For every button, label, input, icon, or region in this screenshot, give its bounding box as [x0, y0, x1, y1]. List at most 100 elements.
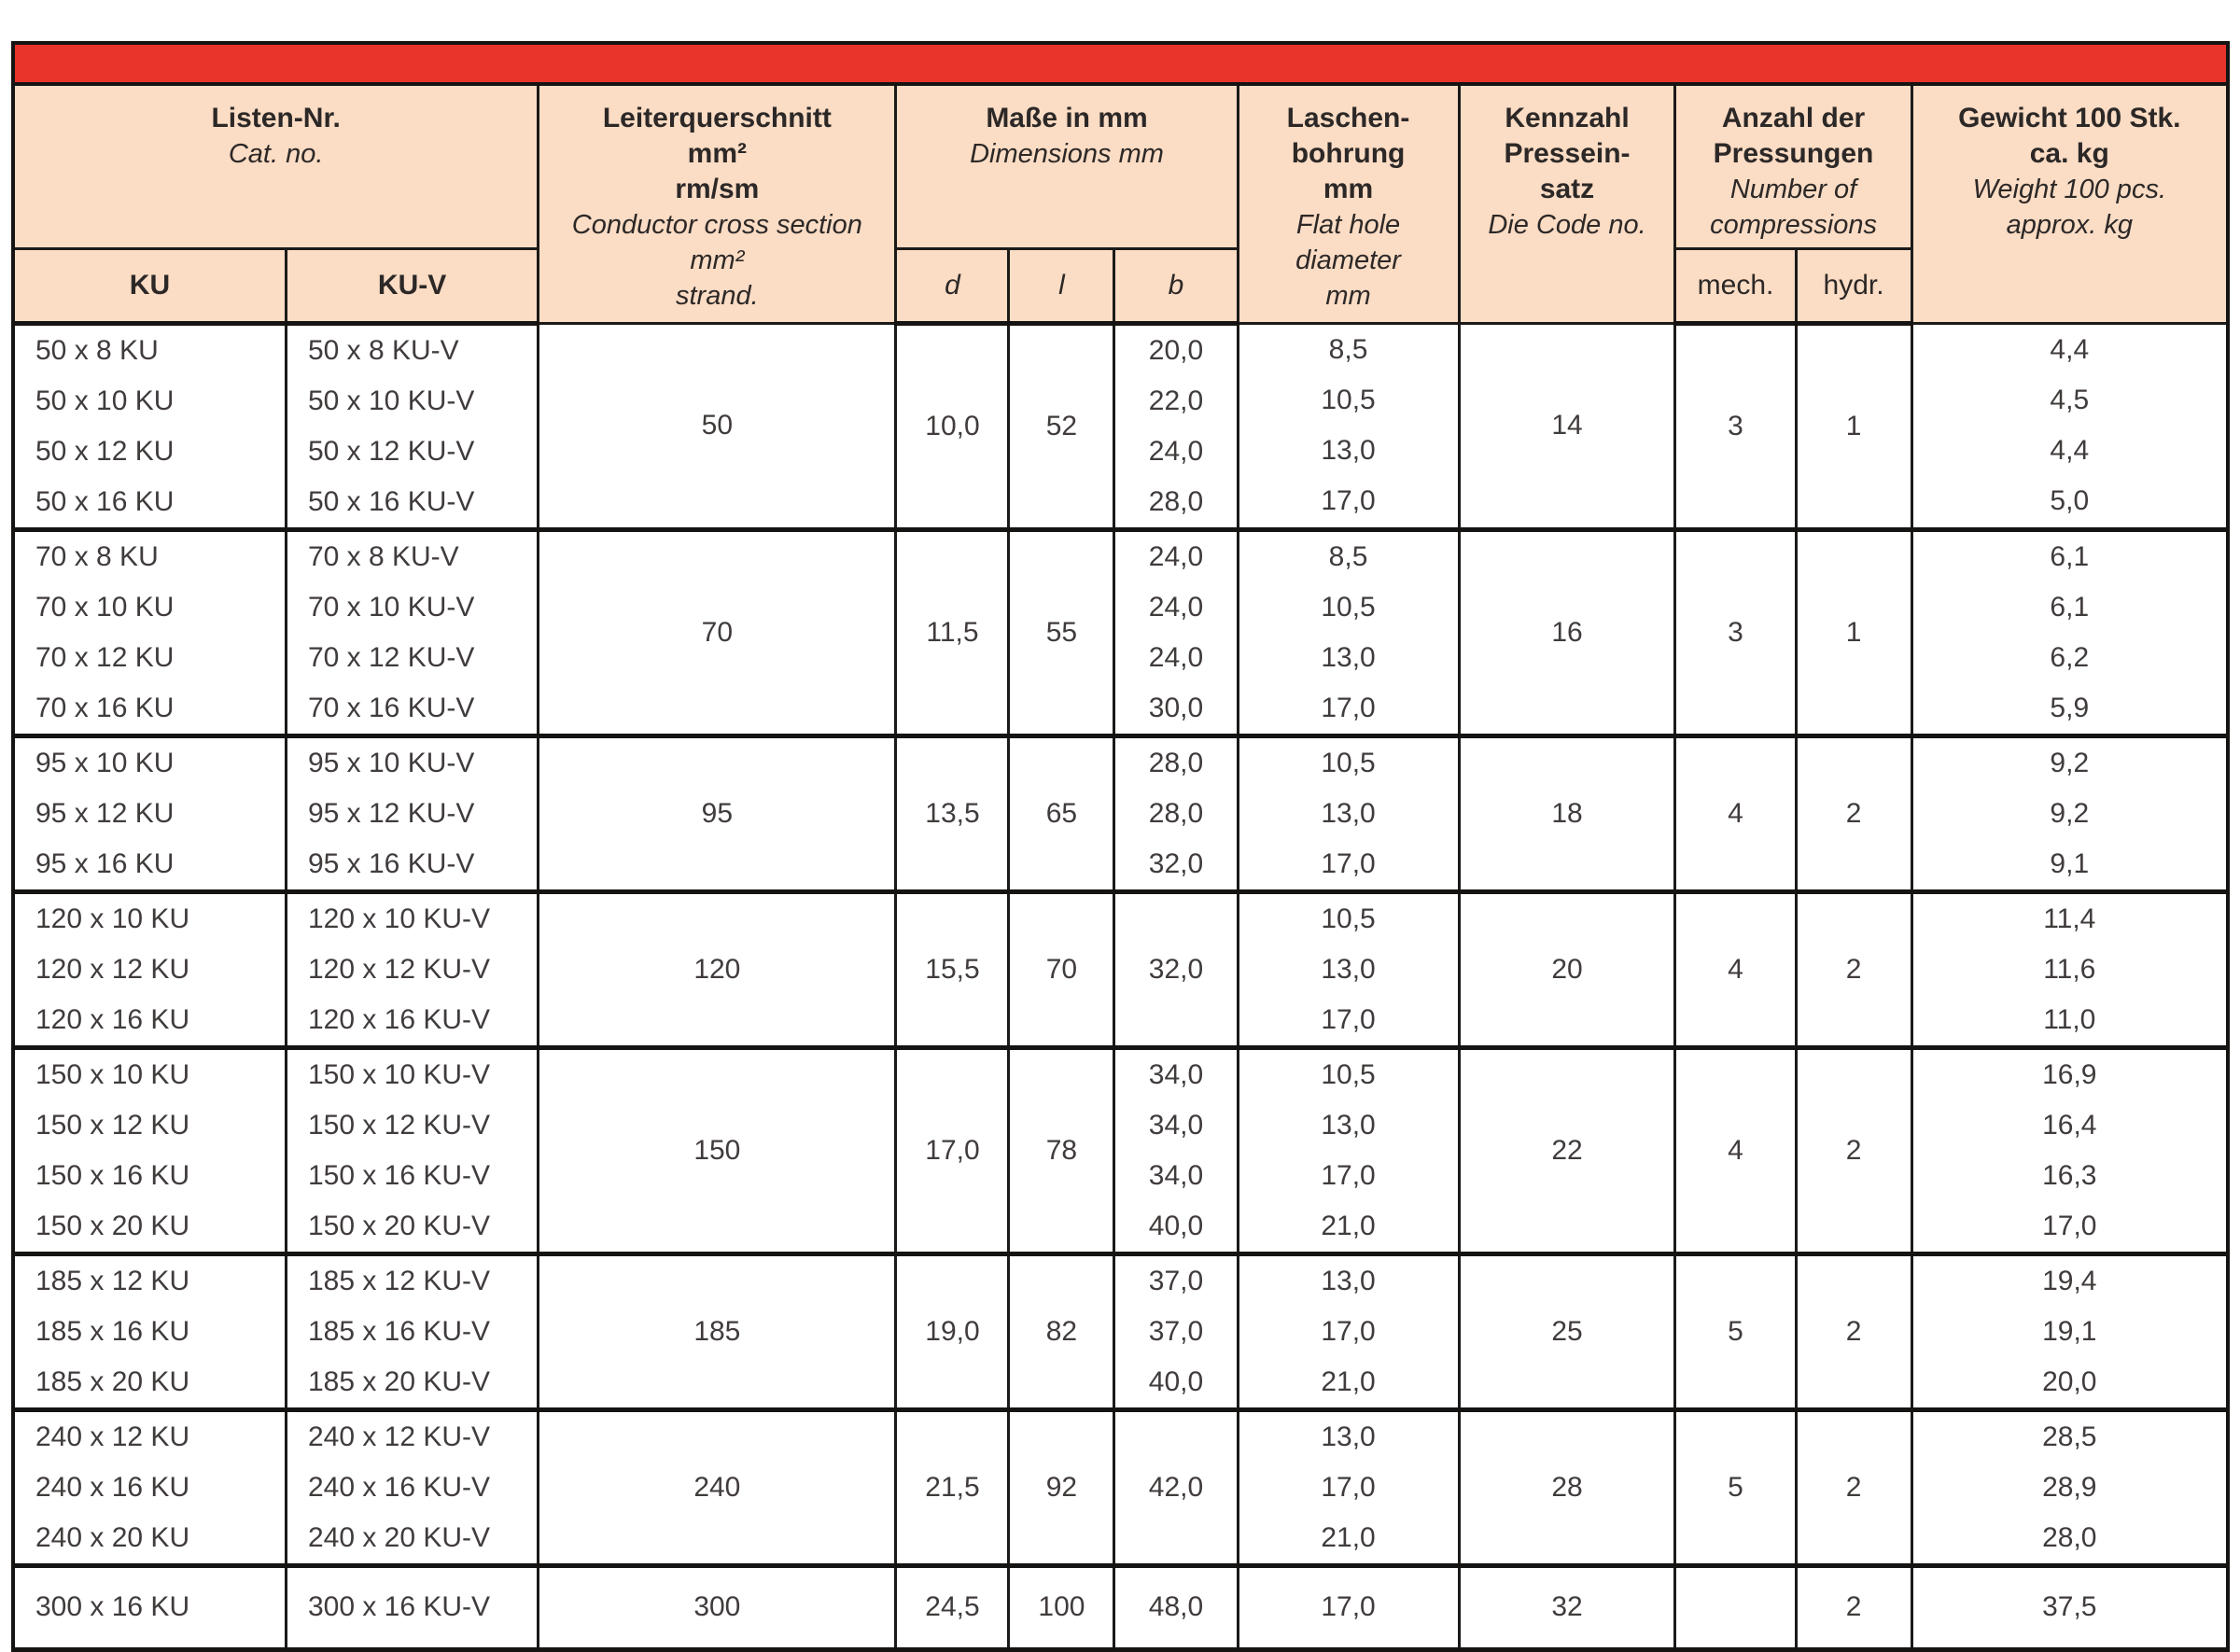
value-line: 13,0 — [1321, 1265, 1376, 1296]
cell-kuv: 185 x 12 KU-V 185 x 16 KU-V 185 x 20 KU-V — [284, 1252, 540, 1412]
value-line: 28,9 — [2042, 1471, 2097, 1503]
value-line: 240 — [693, 1471, 741, 1503]
value-line: 17,0 — [925, 1134, 980, 1166]
value-line: 300 — [693, 1591, 741, 1622]
value-line: 28,5 — [2042, 1421, 2097, 1452]
value-line: 150 x 16 KU-V — [307, 1159, 491, 1191]
cell-b: 20,0 22,0 24,0 28,0 — [1113, 321, 1239, 532]
value-line: 6,1 — [2050, 540, 2090, 572]
value-line: 21,0 — [1321, 1210, 1376, 1241]
table-row: 95 x 10 KU 95 x 12 KU 95 x 16 KU 95 x 10 KU… — [11, 734, 2230, 894]
header-listen-nr: Listen-Nr. Cat. no. — [11, 82, 540, 250]
cell-code: 18 — [1457, 734, 1677, 894]
cell-d: 19,0 — [894, 1252, 1011, 1412]
value-line: 40,0 — [1148, 1210, 1204, 1241]
table-row: 240 x 12 KU 240 x 16 KU 240 x 20 KU 240 x 1… — [11, 1407, 2230, 1568]
value-line: 150 x 20 KU-V — [307, 1210, 491, 1241]
value-line: 4,4 — [2050, 334, 2090, 365]
value-line: 120 — [693, 953, 741, 985]
value-line: 24,0 — [1148, 540, 1204, 572]
cell-b: 34,0 34,0 34,0 40,0 — [1113, 1045, 1239, 1256]
table-row: 120 x 10 KU 120 x 12 KU 120 x 16 KU 120 x 1… — [11, 889, 2230, 1050]
table-row: 50 x 8 KU 50 x 10 KU 50 x 12 KU 50 x 16 KU 5… — [11, 321, 2230, 532]
cell-kuv: 120 x 10 KU-V 120 x 12 KU-V 120 x 16 KU-V — [284, 889, 540, 1050]
cell-hydr: 2 — [1794, 734, 1913, 894]
cell-cross: 240 — [537, 1407, 898, 1568]
value-line: 95 x 16 KU — [35, 847, 175, 879]
header-gewicht-line: Weight 100 pcs. — [1972, 175, 2166, 204]
header-laschenbohrung: Laschen- bohrung mm Flat hole diameter m… — [1236, 82, 1461, 325]
value-line: 10,5 — [1321, 903, 1376, 934]
cell-b: 24,0 24,0 24,0 30,0 — [1113, 527, 1239, 738]
cell-ku: 120 x 10 KU 120 x 12 KU 120 x 16 KU — [11, 889, 287, 1050]
value-line: 240 x 12 KU — [35, 1421, 190, 1452]
header-kennzahl-line: Kennzahl — [1505, 103, 1630, 133]
value-line: 95 x 10 KU — [35, 747, 175, 778]
table-row: 300 x 16 KU 300 x 16 KU-V 300 24,5 100 48,0 17… — [11, 1563, 2230, 1652]
value-line: 17,0 — [1321, 1159, 1376, 1191]
value-line: 8,5 — [1328, 334, 1368, 365]
cell-weight: 37,5 — [1910, 1563, 2230, 1652]
cell-hydr: 1 — [1794, 321, 1913, 532]
cell-d: 17,0 — [894, 1045, 1011, 1256]
value-line: 28,0 — [1148, 747, 1204, 778]
cell-d: 24,5 — [894, 1563, 1011, 1652]
table-row: 70 x 8 KU 70 x 10 KU 70 x 12 KU 70 x 16 KU 7… — [11, 527, 2230, 738]
cell-mech: 4 — [1673, 734, 1798, 894]
header-kennzahl-line: Pressein- — [1504, 138, 1631, 169]
cell-d: 10,0 — [894, 321, 1011, 532]
cell-hydr: 2 — [1794, 1045, 1913, 1256]
value-line: 82 — [1045, 1315, 1078, 1347]
cell-b: 48,0 — [1113, 1563, 1239, 1652]
header-masse-en: Dimensions mm — [970, 139, 1164, 169]
value-line: 18 — [1551, 797, 1583, 829]
cell-cross: 120 — [537, 889, 898, 1050]
value-line: 1 — [1845, 410, 1862, 441]
value-line: 20 — [1551, 953, 1583, 985]
value-line: 240 x 12 KU-V — [307, 1421, 491, 1452]
value-line: 16,3 — [2042, 1159, 2097, 1191]
value-line: 5,0 — [2050, 485, 2090, 516]
value-line: 48,0 — [1148, 1591, 1204, 1622]
value-line: 32,0 — [1148, 847, 1204, 879]
cell-bore: 13,0 17,0 21,0 — [1236, 1407, 1461, 1568]
header-anzahl-line: compressions — [1710, 210, 1877, 240]
cell-mech — [1673, 1563, 1798, 1652]
value-line: 240 x 20 KU — [35, 1521, 190, 1553]
cell-weight: 4,4 4,5 4,4 5,0 — [1910, 321, 2230, 532]
cell-l: 82 — [1007, 1252, 1116, 1412]
cell-code: 14 — [1457, 321, 1677, 532]
cell-hydr: 2 — [1794, 1407, 1913, 1568]
header-gewicht-line: Gewicht 100 Stk. — [1958, 103, 2181, 133]
table-body: 50 x 8 KU 50 x 10 KU 50 x 12 KU 50 x 16 KU 5… — [11, 321, 2230, 1652]
cell-code: 28 — [1457, 1407, 1677, 1568]
value-line: 37,5 — [2042, 1591, 2097, 1622]
value-line: 2 — [1845, 797, 1862, 829]
cell-b: 28,0 28,0 32,0 — [1113, 734, 1239, 894]
cell-d: 21,5 — [894, 1407, 1011, 1568]
value-line: 19,1 — [2042, 1315, 2097, 1347]
cell-weight: 11,4 11,6 11,0 — [1910, 889, 2230, 1050]
value-line: 24,0 — [1148, 591, 1204, 623]
value-line: 240 x 16 KU-V — [307, 1471, 491, 1503]
subheader-l: l — [1007, 246, 1116, 326]
value-line: 28,0 — [1148, 797, 1204, 829]
header-leiter-line: Conductor cross section — [571, 210, 862, 240]
value-line: 120 x 10 KU — [35, 903, 190, 934]
cell-bore: 10,5 13,0 17,0 — [1236, 889, 1461, 1050]
value-line: 11,0 — [2043, 1003, 2096, 1035]
value-line: 21,0 — [1321, 1365, 1376, 1397]
value-line: 95 x 10 KU-V — [307, 747, 475, 778]
value-line: 34,0 — [1148, 1159, 1204, 1191]
value-line: 13,0 — [1321, 953, 1376, 985]
subheader-d: d — [894, 246, 1011, 326]
cell-ku: 95 x 10 KU 95 x 12 KU 95 x 16 KU — [11, 734, 287, 894]
cell-bore: 17,0 — [1236, 1563, 1461, 1652]
value-line: 17,0 — [1321, 1315, 1376, 1347]
value-line: 50 x 10 KU-V — [307, 385, 475, 416]
value-line: 11,6 — [2043, 953, 2096, 985]
header-anzahl-line: Anzahl der — [1721, 103, 1866, 133]
value-line: 17,0 — [2042, 1210, 2097, 1241]
value-line: 10,5 — [1321, 385, 1376, 415]
cell-mech: 3 — [1673, 321, 1798, 532]
